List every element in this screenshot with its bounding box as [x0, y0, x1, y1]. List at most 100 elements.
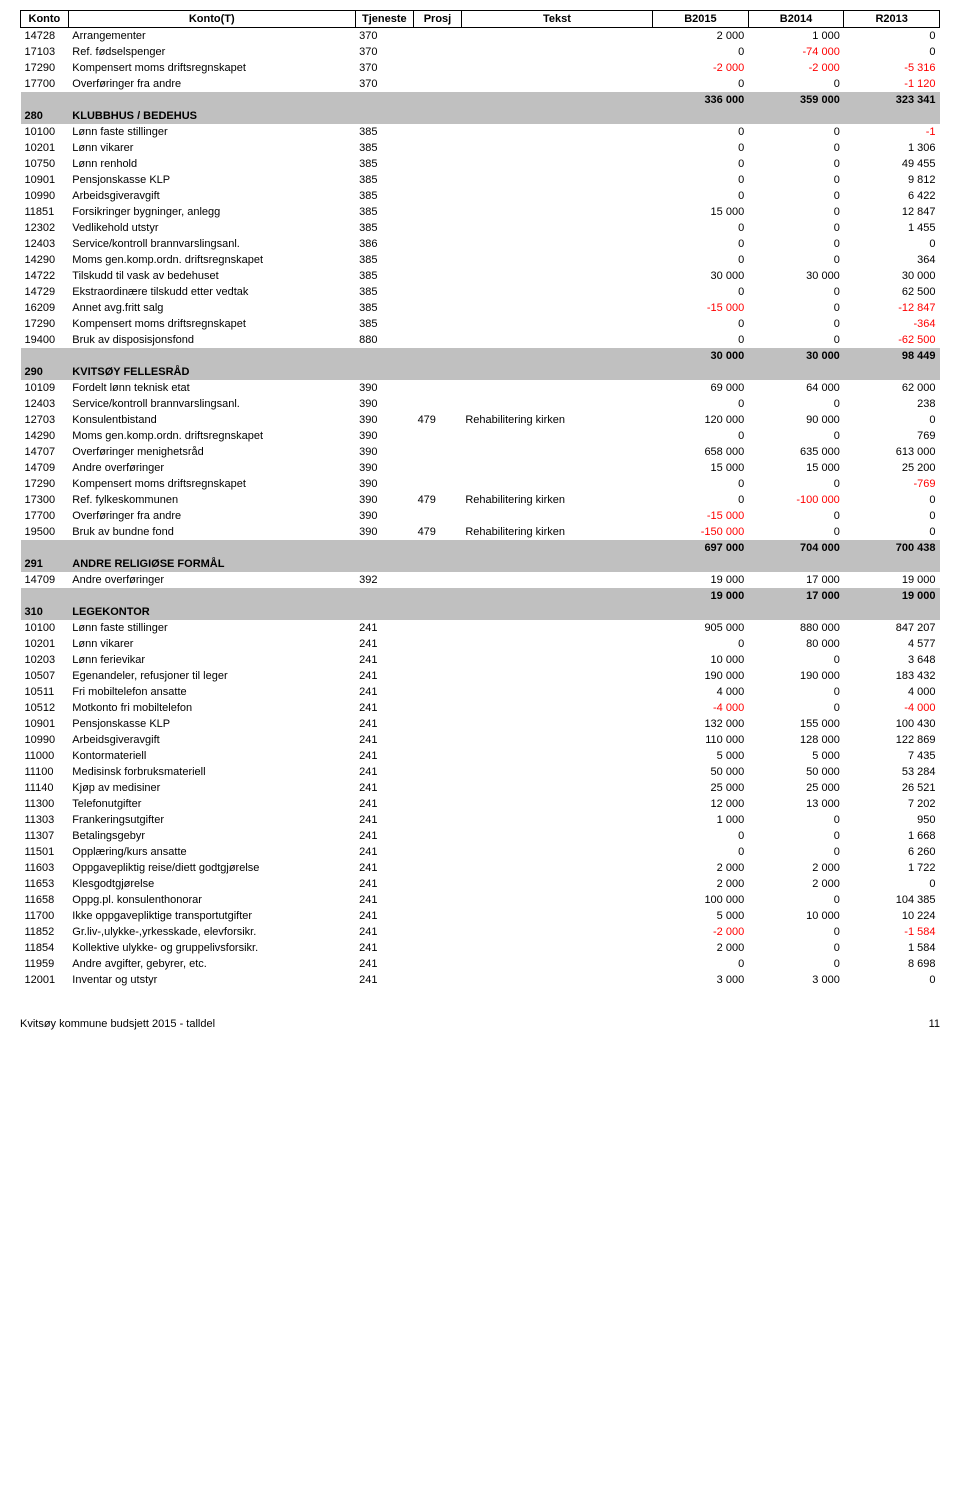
cell: 53 284 [844, 764, 940, 780]
table-row: 11603Oppgavepliktig reise/diett godtgjør… [21, 860, 940, 876]
cell: 0 [844, 236, 940, 252]
table-row: 10990Arbeidsgiveravgift241110 000128 000… [21, 732, 940, 748]
cell: 15 000 [653, 460, 749, 476]
table-row: 14709Andre overføringer39015 00015 00025… [21, 460, 940, 476]
cell: 385 [355, 316, 413, 332]
cell: 19 000 [844, 572, 940, 588]
cell: 1 584 [844, 940, 940, 956]
cell: 0 [844, 508, 940, 524]
cell [414, 924, 462, 940]
cell: 0 [844, 876, 940, 892]
cell: 479 [414, 524, 462, 540]
cell: 19 000 [844, 588, 940, 604]
cell: Rehabilitering kirken [461, 492, 652, 508]
cell: 30 000 [748, 348, 844, 364]
cell: Bruk av disposisjonsfond [68, 332, 355, 348]
cell: 390 [355, 476, 413, 492]
cell: Service/kontroll brannvarslingsanl. [68, 396, 355, 412]
cell: 0 [748, 172, 844, 188]
cell: Inventar og utstyr [68, 972, 355, 988]
cell: 0 [653, 956, 749, 972]
cell [461, 748, 652, 764]
cell [461, 220, 652, 236]
cell: 64 000 [748, 380, 844, 396]
cell: 769 [844, 428, 940, 444]
cell: 700 438 [844, 540, 940, 556]
cell: 30 000 [844, 268, 940, 284]
table-row: 310LEGEKONTOR [21, 604, 940, 620]
cell: 14709 [21, 460, 69, 476]
cell: 0 [748, 476, 844, 492]
cell: Vedlikehold utstyr [68, 220, 355, 236]
cell [461, 172, 652, 188]
cell: 7 435 [844, 748, 940, 764]
cell: -15 000 [653, 300, 749, 316]
cell [355, 588, 413, 604]
cell: 241 [355, 780, 413, 796]
cell: 11307 [21, 828, 69, 844]
cell: 5 000 [653, 748, 749, 764]
cell [68, 92, 355, 108]
cell [461, 60, 652, 76]
cell: 0 [748, 892, 844, 908]
table-row: 16209Annet avg.fritt salg385-15 0000-12 … [21, 300, 940, 316]
cell [461, 188, 652, 204]
cell: 0 [748, 252, 844, 268]
cell [461, 556, 652, 572]
cell: 4 000 [844, 684, 940, 700]
cell: 880 [355, 332, 413, 348]
cell: 0 [748, 236, 844, 252]
table-row: 10109Fordelt lønn teknisk etat39069 0006… [21, 380, 940, 396]
cell [414, 588, 462, 604]
cell [461, 28, 652, 45]
cell: 12403 [21, 236, 69, 252]
cell: 0 [653, 636, 749, 652]
cell: 7 202 [844, 796, 940, 812]
cell [414, 188, 462, 204]
cell [414, 620, 462, 636]
cell: 12703 [21, 412, 69, 428]
cell: 120 000 [653, 412, 749, 428]
table-row: 19500Bruk av bundne fond390479Rehabilite… [21, 524, 940, 540]
cell [414, 476, 462, 492]
cell: 241 [355, 956, 413, 972]
table-row: 11501Opplæring/kurs ansatte241006 260 [21, 844, 940, 860]
table-row: 12001Inventar og utstyr2413 0003 0000 [21, 972, 940, 988]
cell: 62 000 [844, 380, 940, 396]
table-row: 11300Telefonutgifter24112 00013 0007 202 [21, 796, 940, 812]
cell [461, 540, 652, 556]
cell: 0 [748, 940, 844, 956]
cell: -150 000 [653, 524, 749, 540]
cell: 0 [844, 492, 940, 508]
cell [414, 364, 462, 380]
cell: 12 847 [844, 204, 940, 220]
cell: 10901 [21, 716, 69, 732]
cell: 479 [414, 492, 462, 508]
cell: 0 [748, 684, 844, 700]
cell: 241 [355, 716, 413, 732]
cell: Betalingsgebyr [68, 828, 355, 844]
cell [68, 348, 355, 364]
cell: 8 698 [844, 956, 940, 972]
cell: 390 [355, 380, 413, 396]
cell [21, 588, 69, 604]
th-b2014: B2014 [748, 11, 844, 28]
cell: 290 [21, 364, 69, 380]
cell: LEGEKONTOR [68, 604, 355, 620]
table-row: 17290Kompensert moms driftsregnskapet370… [21, 60, 940, 76]
table-row: 11852Gr.liv-,ulykke-,yrkesskade, elevfor… [21, 924, 940, 940]
cell: 0 [748, 956, 844, 972]
footer-left: Kvitsøy kommune budsjett 2015 - talldel [20, 1018, 215, 1030]
table-row: 17700Overføringer fra andre37000-1 120 [21, 76, 940, 92]
cell: 238 [844, 396, 940, 412]
table-row: 11653Klesgodtgjørelse2412 0002 0000 [21, 876, 940, 892]
cell: Overføringer menighetsråd [68, 444, 355, 460]
cell: 30 000 [653, 268, 749, 284]
cell [461, 92, 652, 108]
cell: 128 000 [748, 732, 844, 748]
cell: 6 422 [844, 188, 940, 204]
cell: 50 000 [748, 764, 844, 780]
cell: Lønn vikarer [68, 140, 355, 156]
th-kontot: Konto(T) [68, 11, 355, 28]
cell: 336 000 [653, 92, 749, 108]
